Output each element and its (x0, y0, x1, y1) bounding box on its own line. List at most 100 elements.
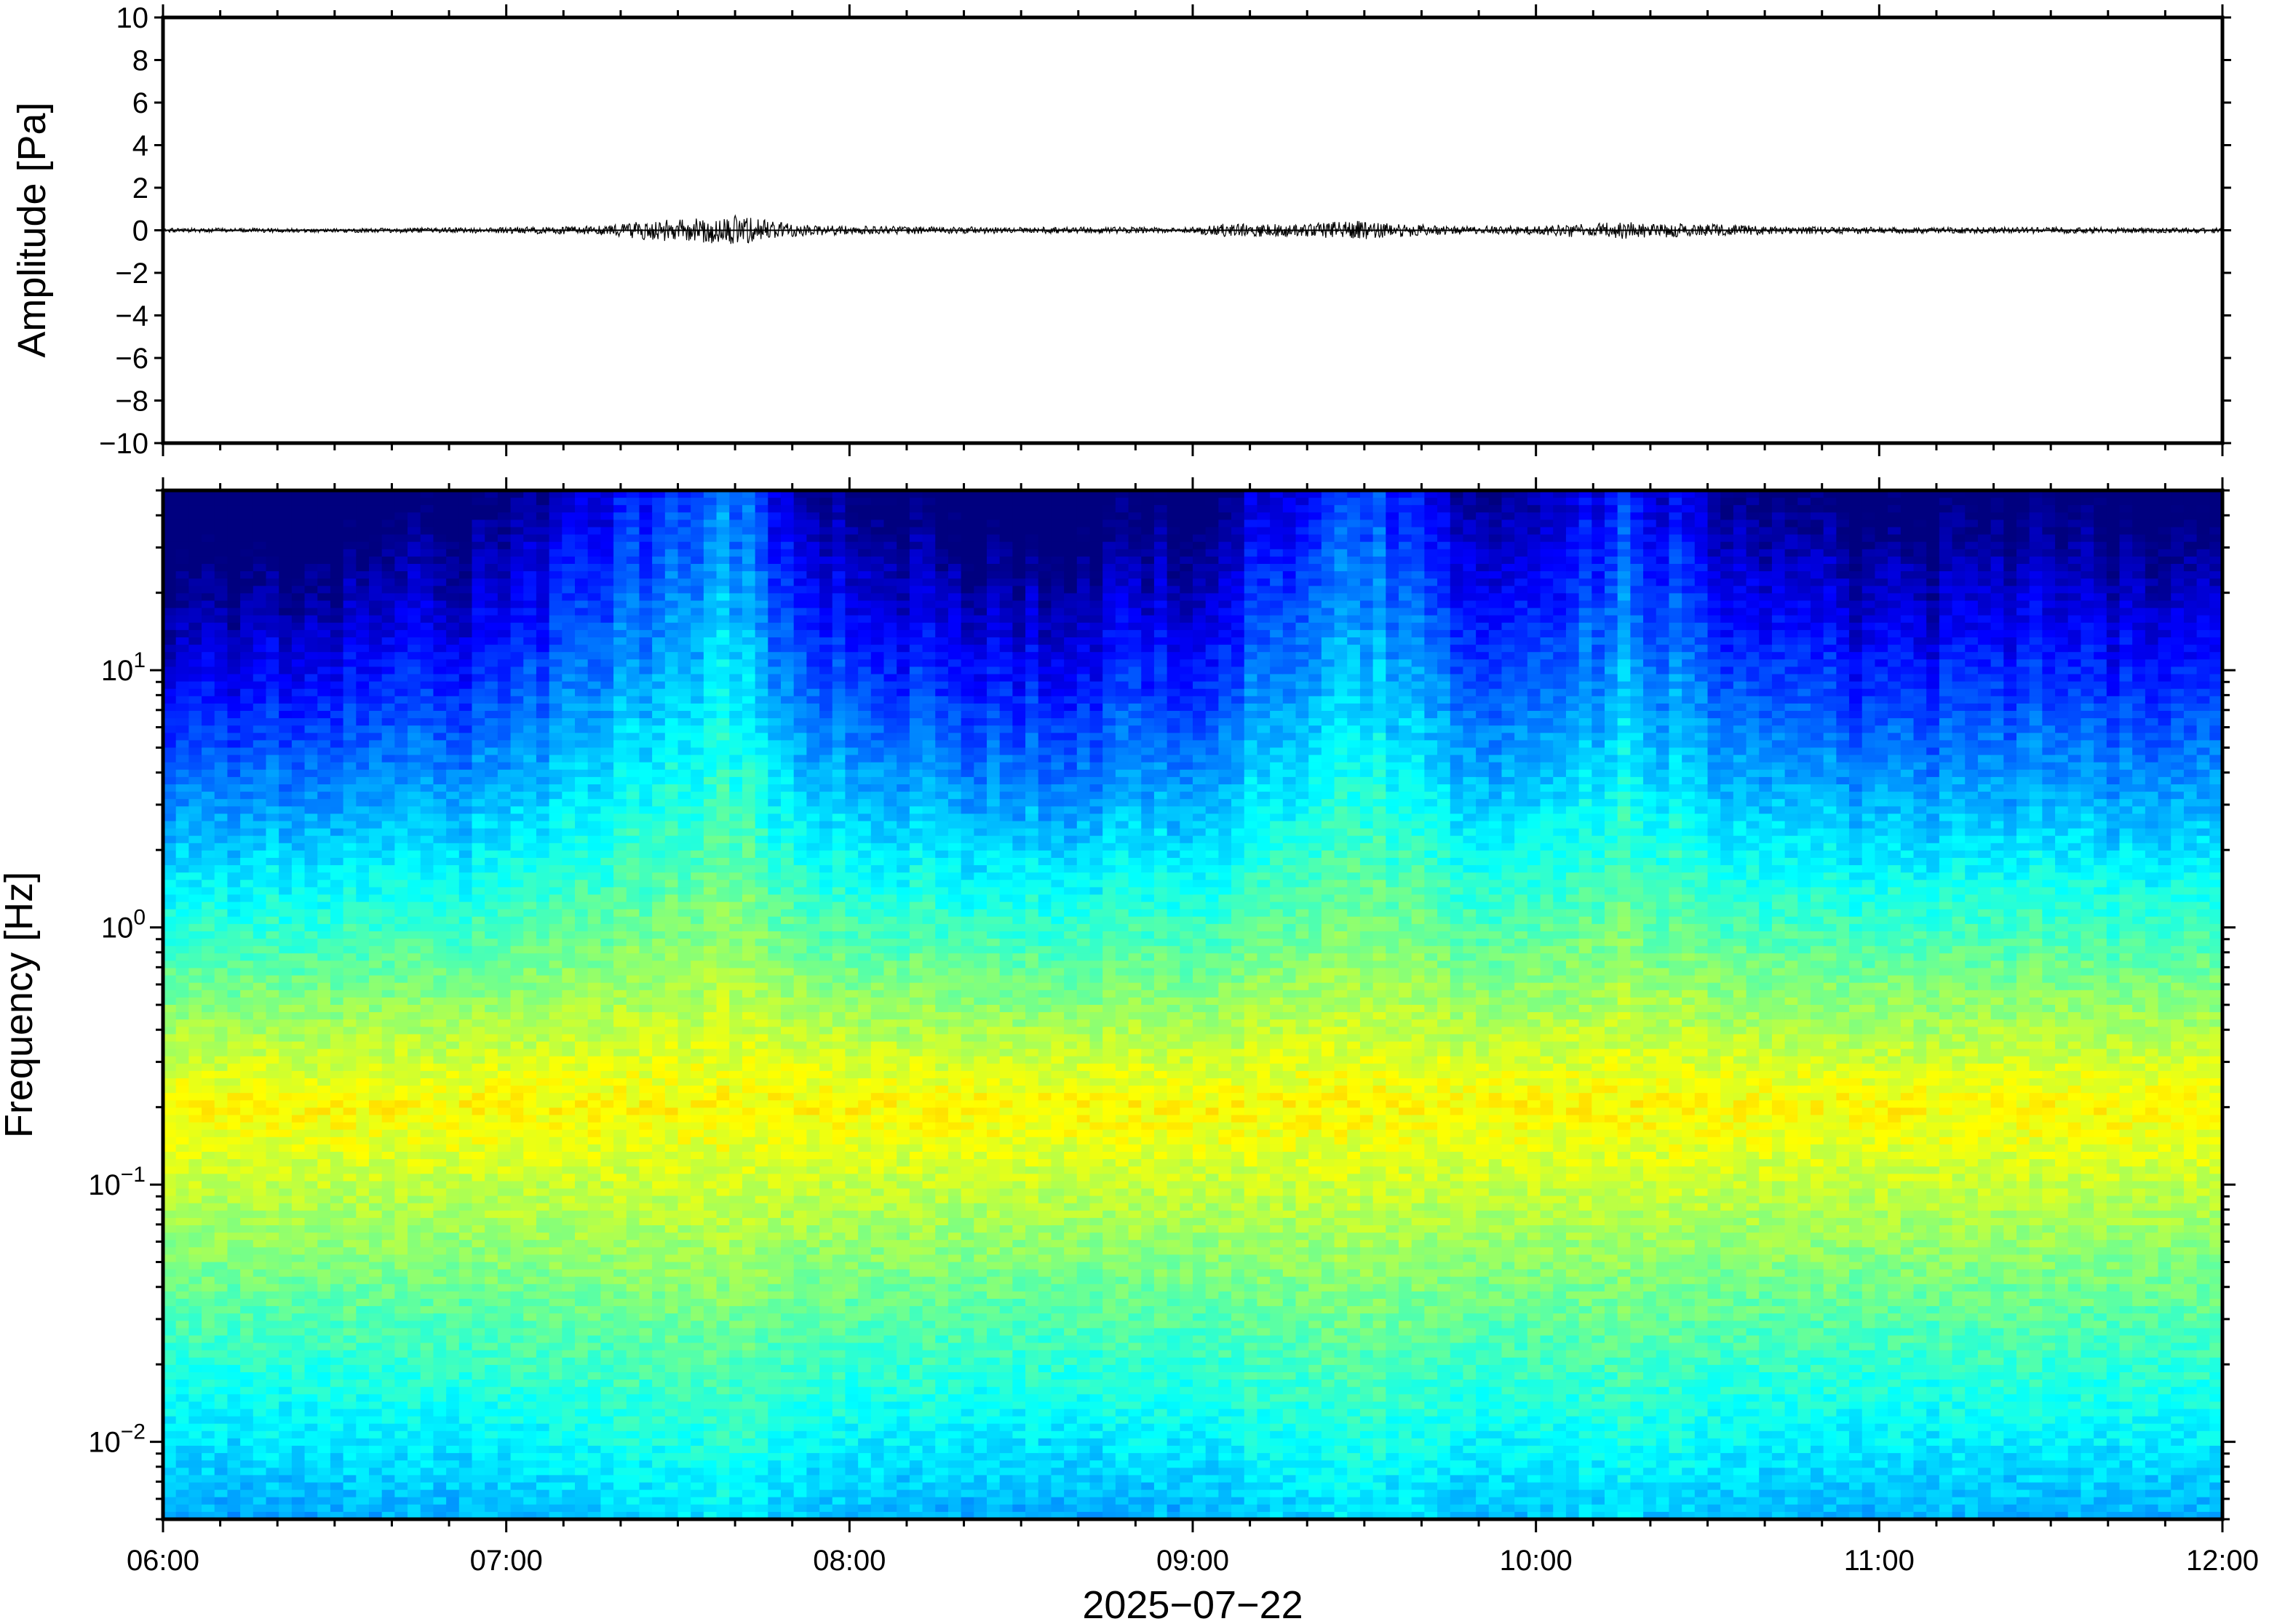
spectrogram-cell (523, 711, 536, 719)
spectrogram-cell (253, 718, 266, 726)
spectrogram-cell (575, 659, 588, 667)
spectrogram-cell (549, 645, 563, 653)
spectrogram-cell (472, 696, 485, 704)
spectrogram-cell (317, 1247, 330, 1255)
spectrogram-cell (523, 1247, 536, 1255)
spectrogram-cell (421, 887, 434, 895)
spectrogram-cell (549, 799, 563, 807)
spectrogram-cell (485, 1181, 498, 1189)
spectrogram-cell (343, 711, 357, 719)
spectrogram-cell (356, 1438, 369, 1446)
spectrogram-cell (343, 1100, 357, 1108)
spectrogram-cell (562, 1358, 575, 1366)
spectrogram-cell (421, 865, 434, 873)
spectrogram-cell (227, 755, 240, 763)
spectrogram-cell (188, 593, 202, 601)
spectrogram-cell (575, 1123, 588, 1131)
spectrogram-cell (369, 1203, 382, 1211)
spectrogram-cell (266, 1049, 279, 1057)
spectrogram-cell (382, 836, 395, 844)
spectrogram-cell (421, 784, 434, 792)
spectrogram-cell (227, 931, 240, 939)
spectrogram-cell (511, 1313, 524, 1321)
spectrogram-cell (485, 1137, 498, 1145)
spectrogram-cell (330, 1505, 343, 1513)
spectrogram-cell (485, 960, 498, 968)
spectrogram-cell (394, 1240, 408, 1248)
spectrogram-cell (562, 902, 575, 910)
spectrogram-cell (498, 1107, 511, 1115)
spectrogram-cell (227, 872, 240, 880)
spectrogram-cell (536, 1093, 549, 1101)
spectrogram-cell (408, 682, 421, 690)
spectrogram-cell (446, 718, 459, 726)
spectrogram-cell (176, 1291, 189, 1299)
spectrogram-cell (472, 1064, 485, 1072)
spectrogram-cell (369, 909, 382, 918)
spectrogram-cell (227, 1137, 240, 1145)
spectrogram-cell (343, 1240, 357, 1248)
spectrogram-cell (446, 711, 459, 719)
spectrogram-cell (575, 1211, 588, 1219)
spectrogram-cell (279, 1181, 292, 1189)
spectrogram-cell (511, 799, 524, 807)
spectrogram-cell (176, 1086, 189, 1094)
spectrogram-cell (408, 1181, 421, 1189)
spectrogram-cell (472, 1262, 485, 1270)
spectrogram-cell (485, 909, 498, 918)
spectrogram-cell (485, 865, 498, 873)
spectrogram-cell (421, 659, 434, 667)
spectrogram-cell (472, 1343, 485, 1351)
spectrogram-cell (562, 578, 575, 586)
spectrogram-cell (279, 1431, 292, 1439)
spectrogram-cell (356, 895, 369, 903)
spectrogram-cell (575, 990, 588, 998)
spectrogram-cell (523, 586, 536, 594)
spectrogram-cell (433, 674, 446, 682)
spectrogram-cell (188, 1211, 202, 1219)
spectrogram-cell (240, 608, 253, 616)
spectrogram-cell (498, 505, 511, 513)
spectrogram-cell (523, 1387, 536, 1395)
spectrogram-cell (511, 666, 524, 674)
spectrogram-cell (279, 770, 292, 778)
spectrogram-cell (343, 659, 357, 667)
spectrogram-cell (227, 1277, 240, 1285)
spectrogram-cell (472, 1409, 485, 1417)
spectrogram-cell (253, 608, 266, 616)
spectrogram-cell (549, 1218, 563, 1226)
spectrogram-cell (433, 1350, 446, 1358)
spectrogram-cell (459, 784, 472, 792)
spectrogram-cell (330, 542, 343, 550)
spectrogram-cell (549, 763, 563, 771)
spectrogram-cell (343, 666, 357, 674)
spectrogram-cell (588, 645, 601, 653)
spectrogram-cell (536, 689, 549, 697)
spectrogram-cell (188, 1468, 202, 1476)
spectrogram-cell (369, 887, 382, 895)
spectrogram-cell (292, 542, 305, 550)
spectrogram-cell (485, 968, 498, 976)
spectrogram-cell (356, 880, 369, 888)
spectrogram-cell (215, 1174, 228, 1182)
spectrogram-cell (523, 1497, 536, 1505)
spectrogram-cell (382, 960, 395, 968)
spectrogram-cell (305, 586, 318, 594)
spectrogram-cell (188, 616, 202, 624)
spectrogram-cell (188, 528, 202, 536)
spectrogram-cell (343, 704, 357, 712)
spectrogram-cell (433, 1166, 446, 1174)
spectrogram-cell (266, 917, 279, 925)
spectrogram-cell (240, 1409, 253, 1417)
spectrogram-cell (188, 674, 202, 682)
spectrogram-cell (202, 1453, 215, 1461)
spectrogram-cell (369, 1358, 382, 1366)
spectrogram-cell (215, 571, 228, 579)
spectrogram-cell (343, 535, 357, 543)
spectrogram-cell (330, 1483, 343, 1491)
spectrogram-cell (459, 1483, 472, 1491)
spectrogram-cell (549, 1189, 563, 1197)
spectrogram-cell (240, 1313, 253, 1321)
spectrogram-cell (408, 763, 421, 771)
spectrogram-cell (382, 1372, 395, 1380)
